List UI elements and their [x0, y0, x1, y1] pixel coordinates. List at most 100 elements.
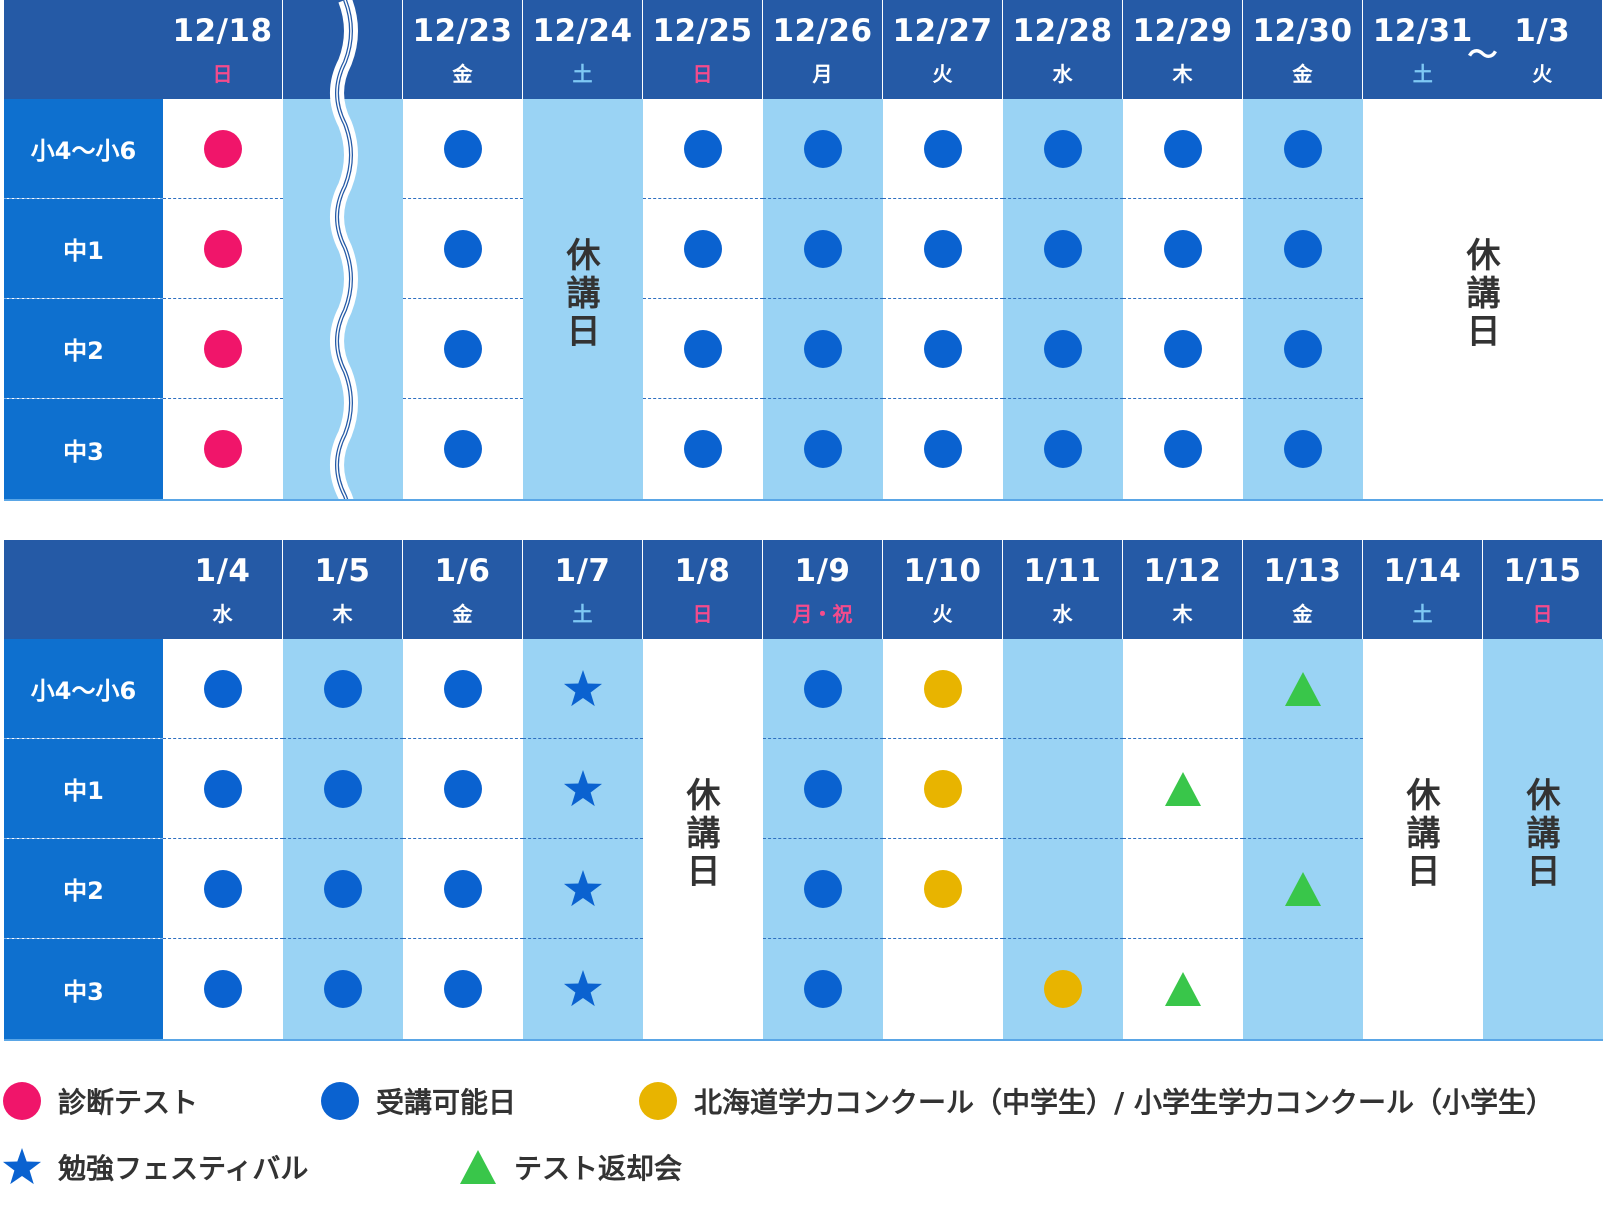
available-mark [1163, 329, 1203, 369]
diagnostic-mark [203, 329, 243, 369]
schedule-table-december: 小4〜小6 中1 中2 中3 12/18 日 12/23 金 12/24 土休講日 12/25 日 12… [0, 0, 1605, 502]
schedule-column [1363, 639, 1483, 1039]
row-separator [1243, 738, 1363, 739]
available-mark [683, 229, 723, 269]
weekday-label: 日 [1532, 602, 1553, 626]
date-header: 12/30 金 [1243, 0, 1362, 99]
grade-label: 中2 [4, 839, 163, 938]
table-bottom-border [4, 1039, 1603, 1041]
date-label: 1/15 [1503, 553, 1582, 589]
date-label: 1/3 [1514, 13, 1571, 49]
contest-mark [1043, 969, 1083, 1009]
row-separator [163, 938, 283, 939]
row-separator [1243, 838, 1363, 839]
available-mark [443, 669, 483, 709]
table-bottom-border [4, 499, 1603, 501]
date-header: 1/10 火 [883, 540, 1002, 639]
date-header: 1/8 日 [643, 540, 762, 639]
date-label: 1/14 [1383, 553, 1462, 589]
row-separator [403, 398, 523, 399]
schedule-column [643, 639, 763, 1039]
date-header: 1/4 水 [163, 540, 282, 639]
available-mark [803, 869, 843, 909]
row-separator [1243, 398, 1363, 399]
date-header: 12/23 金 [403, 0, 522, 99]
row-separator [763, 938, 883, 939]
diagnostic-mark [203, 429, 243, 469]
row-separator [763, 298, 883, 299]
available-mark [203, 769, 243, 809]
row-separator [1243, 298, 1363, 299]
row-separator [523, 838, 643, 839]
row-separator [4, 398, 163, 399]
row-separator [163, 398, 283, 399]
row-separator [1003, 198, 1123, 199]
schedule-column [523, 99, 643, 499]
available-mark [1283, 329, 1323, 369]
row-separator [1003, 838, 1123, 839]
weekday-label: 水 [1052, 62, 1073, 86]
diagnostic-mark [203, 229, 243, 269]
weekday-label: 日 [692, 62, 713, 86]
available-mark [1043, 229, 1083, 269]
date-header: 12/28 水 [1003, 0, 1122, 99]
row-separator [763, 838, 883, 839]
date-label: 12/27 [892, 13, 993, 49]
date-header: 12/24 土 [523, 0, 642, 99]
row-separator [1123, 938, 1243, 939]
weekday-label: 火 [932, 62, 953, 86]
available-mark [803, 129, 843, 169]
weekday-label: 日 [212, 62, 233, 86]
weekday-label: 木 [1172, 62, 1193, 86]
available-mark [443, 329, 483, 369]
weekday-label: 水 [1052, 602, 1073, 626]
date-header: 12/29 木 [1123, 0, 1242, 99]
weekday-label: 火 [932, 602, 953, 626]
date-header: 1/6 金 [403, 540, 522, 639]
row-separator [1243, 938, 1363, 939]
available-mark [443, 969, 483, 1009]
date-header: 12/18 日 [163, 0, 282, 99]
row-separator [1123, 738, 1243, 739]
date-label: 1/10 [903, 553, 982, 589]
row-separator [4, 838, 163, 839]
weekday-label: 金 [1292, 62, 1313, 86]
available-mark [803, 969, 843, 1009]
date-header: 1/14 土 [1363, 540, 1482, 639]
festival-mark [563, 769, 603, 809]
available-mark [923, 329, 963, 369]
available-mark [1163, 129, 1203, 169]
legend-label: テスト返却会 [514, 1152, 683, 1185]
date-label: 12/25 [652, 13, 753, 49]
date-header: 12/26 月 [763, 0, 882, 99]
row-separator [1123, 838, 1243, 839]
row-separator [883, 398, 1003, 399]
weekday-label: 月 [812, 62, 833, 86]
return-mark [1283, 869, 1323, 909]
available-mark [803, 769, 843, 809]
row-separator [403, 198, 523, 199]
date-header: 1/5 木 [283, 540, 402, 639]
available-icon [320, 1081, 360, 1121]
date-label: 12/28 [1012, 13, 1113, 49]
row-separator [1003, 938, 1123, 939]
available-mark [443, 129, 483, 169]
range-tilde: 〜 [1467, 38, 1498, 73]
available-mark [203, 669, 243, 709]
available-mark [923, 429, 963, 469]
available-mark [683, 129, 723, 169]
date-label: 12/30 [1252, 13, 1353, 49]
return-mark [1283, 669, 1323, 709]
available-mark [1283, 129, 1323, 169]
row-separator [763, 738, 883, 739]
weekday-label: 土 [1412, 602, 1433, 626]
available-mark [203, 869, 243, 909]
row-separator [163, 198, 283, 199]
row-separator [4, 738, 163, 739]
grade-label: 小4〜小6 [4, 639, 163, 738]
row-separator [163, 838, 283, 839]
legend-item-contest: 北海道学力コンクール（中学生）/ 小学生学力コンクール（小学生） [638, 1078, 1554, 1124]
header-corner [4, 540, 163, 639]
available-mark [1283, 229, 1323, 269]
contest-mark [923, 769, 963, 809]
